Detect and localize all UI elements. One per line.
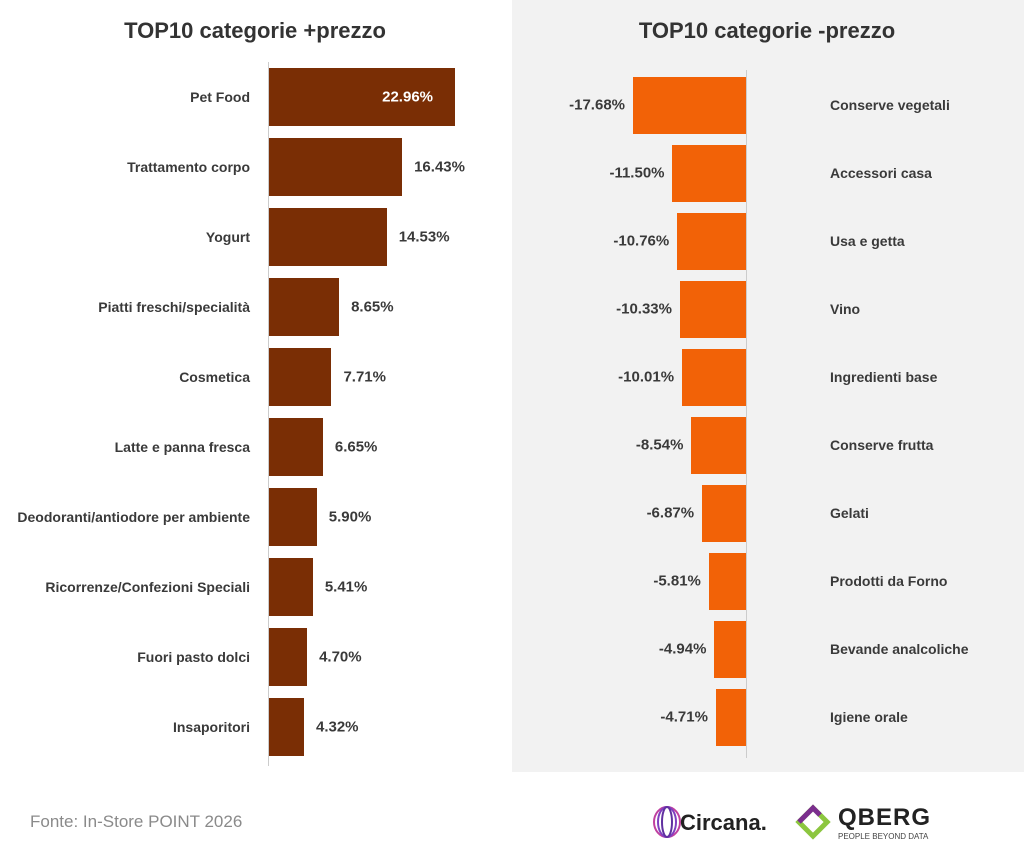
category-label-box: Cosmetica: [0, 355, 250, 399]
value-label: 14.53%: [398, 228, 450, 246]
category-label-box: Latte e panna fresca: [0, 425, 250, 469]
value-label: -4.71%: [660, 708, 708, 726]
category-label: Trattamento corpo: [127, 159, 250, 175]
bar: [702, 484, 746, 542]
value-label: 5.41%: [324, 578, 368, 596]
value-label: -4.94%: [658, 640, 707, 658]
qberg-icon: [795, 804, 831, 840]
category-label: Insaporitori: [172, 719, 250, 735]
value-label: -8.54%: [635, 436, 684, 454]
category-label: Bevande analcoliche: [830, 641, 969, 657]
bar: [269, 138, 403, 196]
category-label: Ricorrenze/Confezioni Speciali: [45, 579, 250, 595]
category-label: Gelati: [830, 505, 869, 521]
category-label: Latte e panna fresca: [114, 439, 250, 455]
category-label: Vino: [830, 301, 861, 317]
bar: [682, 348, 746, 406]
category-label: Ingredienti base: [830, 369, 938, 385]
chart-title: TOP10 categorie -prezzo: [638, 18, 896, 43]
category-label: Pet Food: [190, 89, 250, 105]
value-label: 8.65%: [351, 298, 394, 316]
chart-title: TOP10 categorie +prezzo: [124, 18, 386, 43]
category-label-box: Ricorrenze/Confezioni Speciali: [0, 565, 250, 609]
right-panel: [512, 0, 1024, 772]
bar: [672, 144, 746, 202]
bar: [269, 68, 455, 126]
bar: [269, 558, 313, 616]
category-label: Conserve vegetali: [830, 97, 950, 113]
bar: [269, 418, 323, 476]
category-label: Fuori pasto dolci: [137, 649, 250, 665]
category-label: Usa e getta: [830, 233, 905, 249]
value-label: -17.68%: [569, 96, 625, 114]
value-label: -10.01%: [618, 368, 675, 386]
bar: [269, 278, 340, 336]
bar: [679, 280, 746, 338]
value-label: -10.33%: [616, 300, 672, 318]
bar: [677, 212, 746, 270]
value-label: -11.50%: [609, 164, 665, 182]
axis-line: [268, 62, 269, 766]
value-label: -10.76%: [613, 232, 670, 250]
circana-icon: [653, 806, 681, 838]
category-label: Conserve frutta: [830, 437, 934, 453]
bar: [269, 698, 304, 756]
category-label-box: Pet Food: [0, 75, 250, 119]
bar: [269, 348, 332, 406]
value-label: 7.71%: [343, 368, 386, 386]
value-label: 22.96%: [382, 88, 433, 106]
value-label: -6.87%: [646, 504, 695, 522]
axis-line: [746, 70, 747, 758]
category-label: Prodotti da Forno: [830, 573, 948, 589]
category-label: Igiene orale: [830, 709, 908, 725]
category-label-box: Insaporitori: [0, 705, 250, 749]
qberg-logo: QBERG: [838, 804, 932, 831]
qberg-tagline: PEOPLE BEYOND DATA: [838, 832, 929, 841]
bar: [715, 688, 746, 746]
value-label: 5.90%: [328, 508, 372, 526]
value-label: 6.65%: [334, 438, 378, 456]
category-label: Deodoranti/antiodore per ambiente: [17, 509, 250, 525]
bar: [691, 416, 746, 474]
bar: [269, 488, 317, 546]
bar: [708, 552, 746, 610]
category-label-box: Yogurt: [0, 215, 250, 259]
bar: [633, 76, 746, 134]
category-label-box: Trattamento corpo: [0, 145, 250, 189]
category-label-box: Fuori pasto dolci: [0, 635, 250, 679]
value-label: -5.81%: [653, 572, 701, 590]
value-label: 4.32%: [315, 718, 359, 736]
category-label: Accessori casa: [830, 165, 932, 181]
category-label: Cosmetica: [179, 369, 250, 385]
bar: [714, 620, 746, 678]
bar: [269, 208, 387, 266]
category-label-box: Deodoranti/antiodore per ambiente: [0, 495, 250, 539]
bar: [269, 628, 308, 686]
source-note: Fonte: In-Store POINT 2026: [30, 812, 243, 831]
value-label: 4.70%: [319, 648, 362, 666]
circana-logo: Circana.: [680, 810, 767, 835]
value-label: 16.43%: [414, 158, 465, 176]
category-label: Piatti freschi/specialità: [98, 299, 250, 315]
category-label: Yogurt: [205, 229, 250, 245]
category-label-box: Piatti freschi/specialità: [0, 285, 250, 329]
